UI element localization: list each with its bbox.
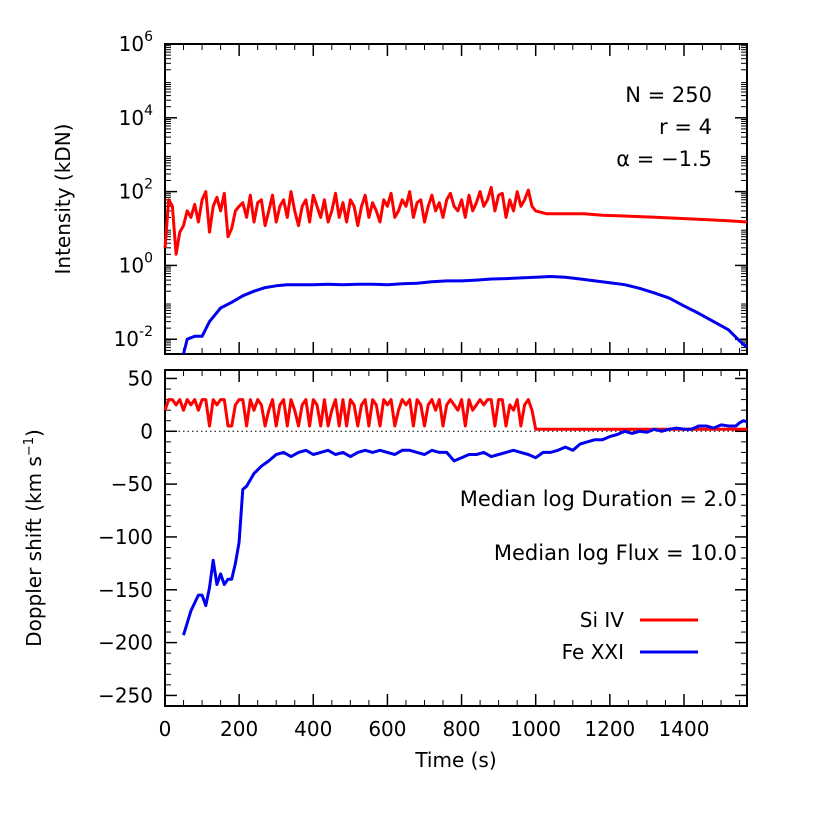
y-tick-label-base: 10 xyxy=(119,253,144,277)
legend: Si IV Fe XXI xyxy=(562,608,698,664)
legend-label-si-iv: Si IV xyxy=(580,608,625,632)
annotation-median-duration: Median log Duration = 2.0 xyxy=(460,487,737,511)
y-tick-label-base: 10 xyxy=(119,180,144,204)
doppler-y-axis-label-exponent: −1 xyxy=(22,437,37,456)
x-tick-label: 400 xyxy=(294,717,332,741)
y-tick-label-exponent: 6 xyxy=(144,29,153,45)
doppler-y-axis-label-text: Doppler shift (km s xyxy=(22,456,46,647)
y-tick-label: −150 xyxy=(98,578,153,602)
y-tick-label-exponent: 0 xyxy=(144,250,153,266)
annotation-r: r = 4 xyxy=(659,115,712,139)
intensity-plot-frame xyxy=(164,43,748,355)
x-tick-label: 1200 xyxy=(584,717,635,741)
y-tick-label: 106 xyxy=(119,29,153,56)
y-tick-label: 10-2 xyxy=(114,324,153,351)
doppler-plot-frame xyxy=(164,369,748,707)
y-tick-label: 50 xyxy=(128,366,153,390)
doppler-y-axis-label: Doppler shift (km s−1) xyxy=(22,429,46,647)
y-tick-label: 102 xyxy=(119,177,153,204)
y-tick-label-exponent: 4 xyxy=(144,103,153,119)
x-axis-label: Time (s) xyxy=(414,748,496,772)
x-tick-label: 1000 xyxy=(510,717,561,741)
doppler-line-fe-xxi xyxy=(182,419,748,636)
doppler-line-si-iv xyxy=(163,398,747,431)
y-tick-label-exponent: -2 xyxy=(139,324,153,340)
y-tick-label-base: 10 xyxy=(119,106,144,130)
x-tick-label: 600 xyxy=(368,717,406,741)
y-tick-label-base: 10 xyxy=(114,327,139,351)
y-tick-label-base: 10 xyxy=(119,32,144,56)
y-tick-label: 100 xyxy=(119,250,153,277)
y-tick-label: −200 xyxy=(98,631,153,655)
intensity-line-si-iv xyxy=(163,185,748,256)
y-tick-label: −250 xyxy=(98,683,153,707)
x-tick-label: 0 xyxy=(159,717,172,741)
y-tick-label: 104 xyxy=(119,103,153,130)
x-tick-label: 200 xyxy=(220,717,258,741)
y-tick-label: 0 xyxy=(140,419,153,443)
y-tick-label: −50 xyxy=(111,472,153,496)
y-tick-label-exponent: 2 xyxy=(144,177,153,193)
annotation-median-flux: Median log Flux = 10.0 xyxy=(494,541,737,565)
intensity-y-axis-label: Intensity (kDN) xyxy=(51,124,75,275)
intensity-series xyxy=(163,185,748,355)
doppler-series xyxy=(163,398,748,636)
annotation-alpha: α = −1.5 xyxy=(616,147,712,171)
doppler-y-axis-label-close: ) xyxy=(22,429,46,437)
y-tick-label: −100 xyxy=(98,525,153,549)
legend-label-fe-xxi: Fe XXI xyxy=(562,640,624,664)
intensity-line-fe-xxi xyxy=(182,275,748,355)
x-tick-label: 800 xyxy=(442,717,480,741)
annotation-n: N = 250 xyxy=(625,83,712,107)
x-tick-label: 1400 xyxy=(659,717,710,741)
